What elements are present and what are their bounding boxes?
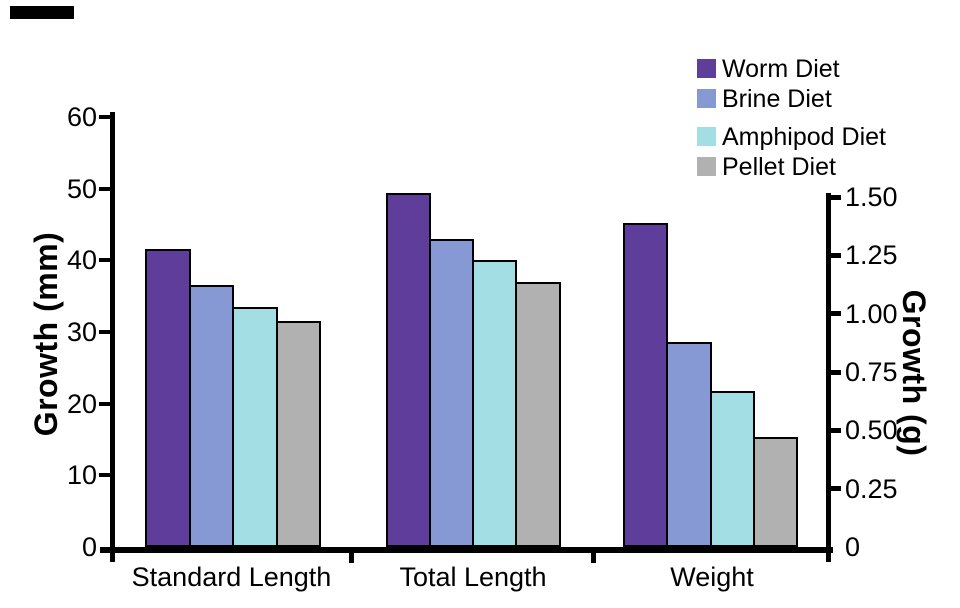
bar-brine-diet-standard-length: [188, 285, 234, 547]
category-separator-tick-2: [591, 547, 596, 563]
bar-brine-diet-total-length: [428, 238, 475, 547]
bar-worm-diet-weight: [623, 222, 669, 547]
right-axis-tick-1.50: [827, 194, 841, 200]
right-axis-tick-label-1.50: 1.50: [845, 182, 898, 213]
category-label-standard-length: Standard Length: [131, 562, 332, 592]
left-axis-tick-label-10: 10: [66, 460, 97, 491]
left-axis-tick-label-20: 20: [66, 388, 97, 419]
right-axis-tick-label-0.50: 0.50: [845, 415, 898, 446]
bar-pellet-diet-weight: [752, 437, 799, 547]
left-axis-tick-10: [99, 473, 111, 478]
left-axis-tick-60: [99, 114, 111, 119]
legend-label-brine-diet: Brine Diet: [722, 85, 832, 113]
bar-amphipod-diet-total-length: [472, 260, 518, 547]
x-axis-line: [100, 547, 833, 553]
right-axis-tick-0.75: [827, 369, 841, 375]
left-axis-tick-20: [99, 401, 111, 406]
right-axis-tick-1.25: [827, 252, 841, 258]
left-axis-tick-40: [99, 258, 111, 263]
right-axis-tick-label-0.25: 0.25: [845, 473, 898, 504]
category-separator-tick-1: [349, 547, 354, 563]
legend-swatch-brine-diet: [697, 89, 716, 108]
right-axis-tick-label-0: 0: [845, 532, 861, 562]
legend-swatch-pellet-diet: [697, 157, 716, 176]
legend-label-amphipod-diet: Amphipod Diet: [722, 123, 886, 151]
right-axis-tick-label-1.00: 1.00: [845, 298, 898, 329]
right-axis-tick-label-1.25: 1.25: [845, 240, 898, 271]
bar-amphipod-diet-weight: [709, 390, 755, 547]
bar-worm-diet-standard-length: [145, 249, 191, 547]
right-axis-title: Growth (g): [896, 289, 932, 457]
bar-brine-diet-weight: [666, 341, 712, 547]
category-label-weight: Weight: [670, 562, 754, 592]
left-axis-tick-label-50: 50: [66, 173, 97, 204]
bar-worm-diet-total-length: [385, 192, 431, 547]
left-axis-title: Growth (mm): [28, 231, 64, 437]
category-label-total-length: Total Length: [399, 562, 547, 592]
legend-swatch-amphipod-diet: [697, 127, 716, 146]
right-axis-tick-0.50: [827, 427, 841, 433]
bar-pellet-diet-total-length: [515, 281, 561, 547]
right-axis-line: [826, 193, 831, 562]
right-axis-tick-1.00: [827, 311, 841, 317]
right-axis-tick-label-0.75: 0.75: [845, 357, 898, 388]
left-axis-tick-label-40: 40: [66, 245, 97, 276]
left-axis-tick-label-30: 30: [66, 316, 97, 347]
right-axis-tick-0.25: [827, 486, 841, 492]
left-axis-tick-label-0: 0: [81, 532, 97, 562]
legend-swatch-worm-diet: [697, 59, 716, 78]
legend-label-worm-diet: Worm Diet: [722, 55, 840, 83]
left-axis-tick-label-60: 60: [66, 101, 97, 132]
bar-amphipod-diet-standard-length: [232, 306, 278, 547]
left-axis-tick-30: [99, 329, 111, 334]
legend-label-pellet-diet: Pellet Diet: [722, 153, 836, 181]
left-axis-line: [110, 112, 115, 562]
left-axis-tick-50: [99, 186, 111, 191]
top-left-black-bar: [10, 6, 74, 19]
bar-pellet-diet-standard-length: [275, 321, 321, 547]
